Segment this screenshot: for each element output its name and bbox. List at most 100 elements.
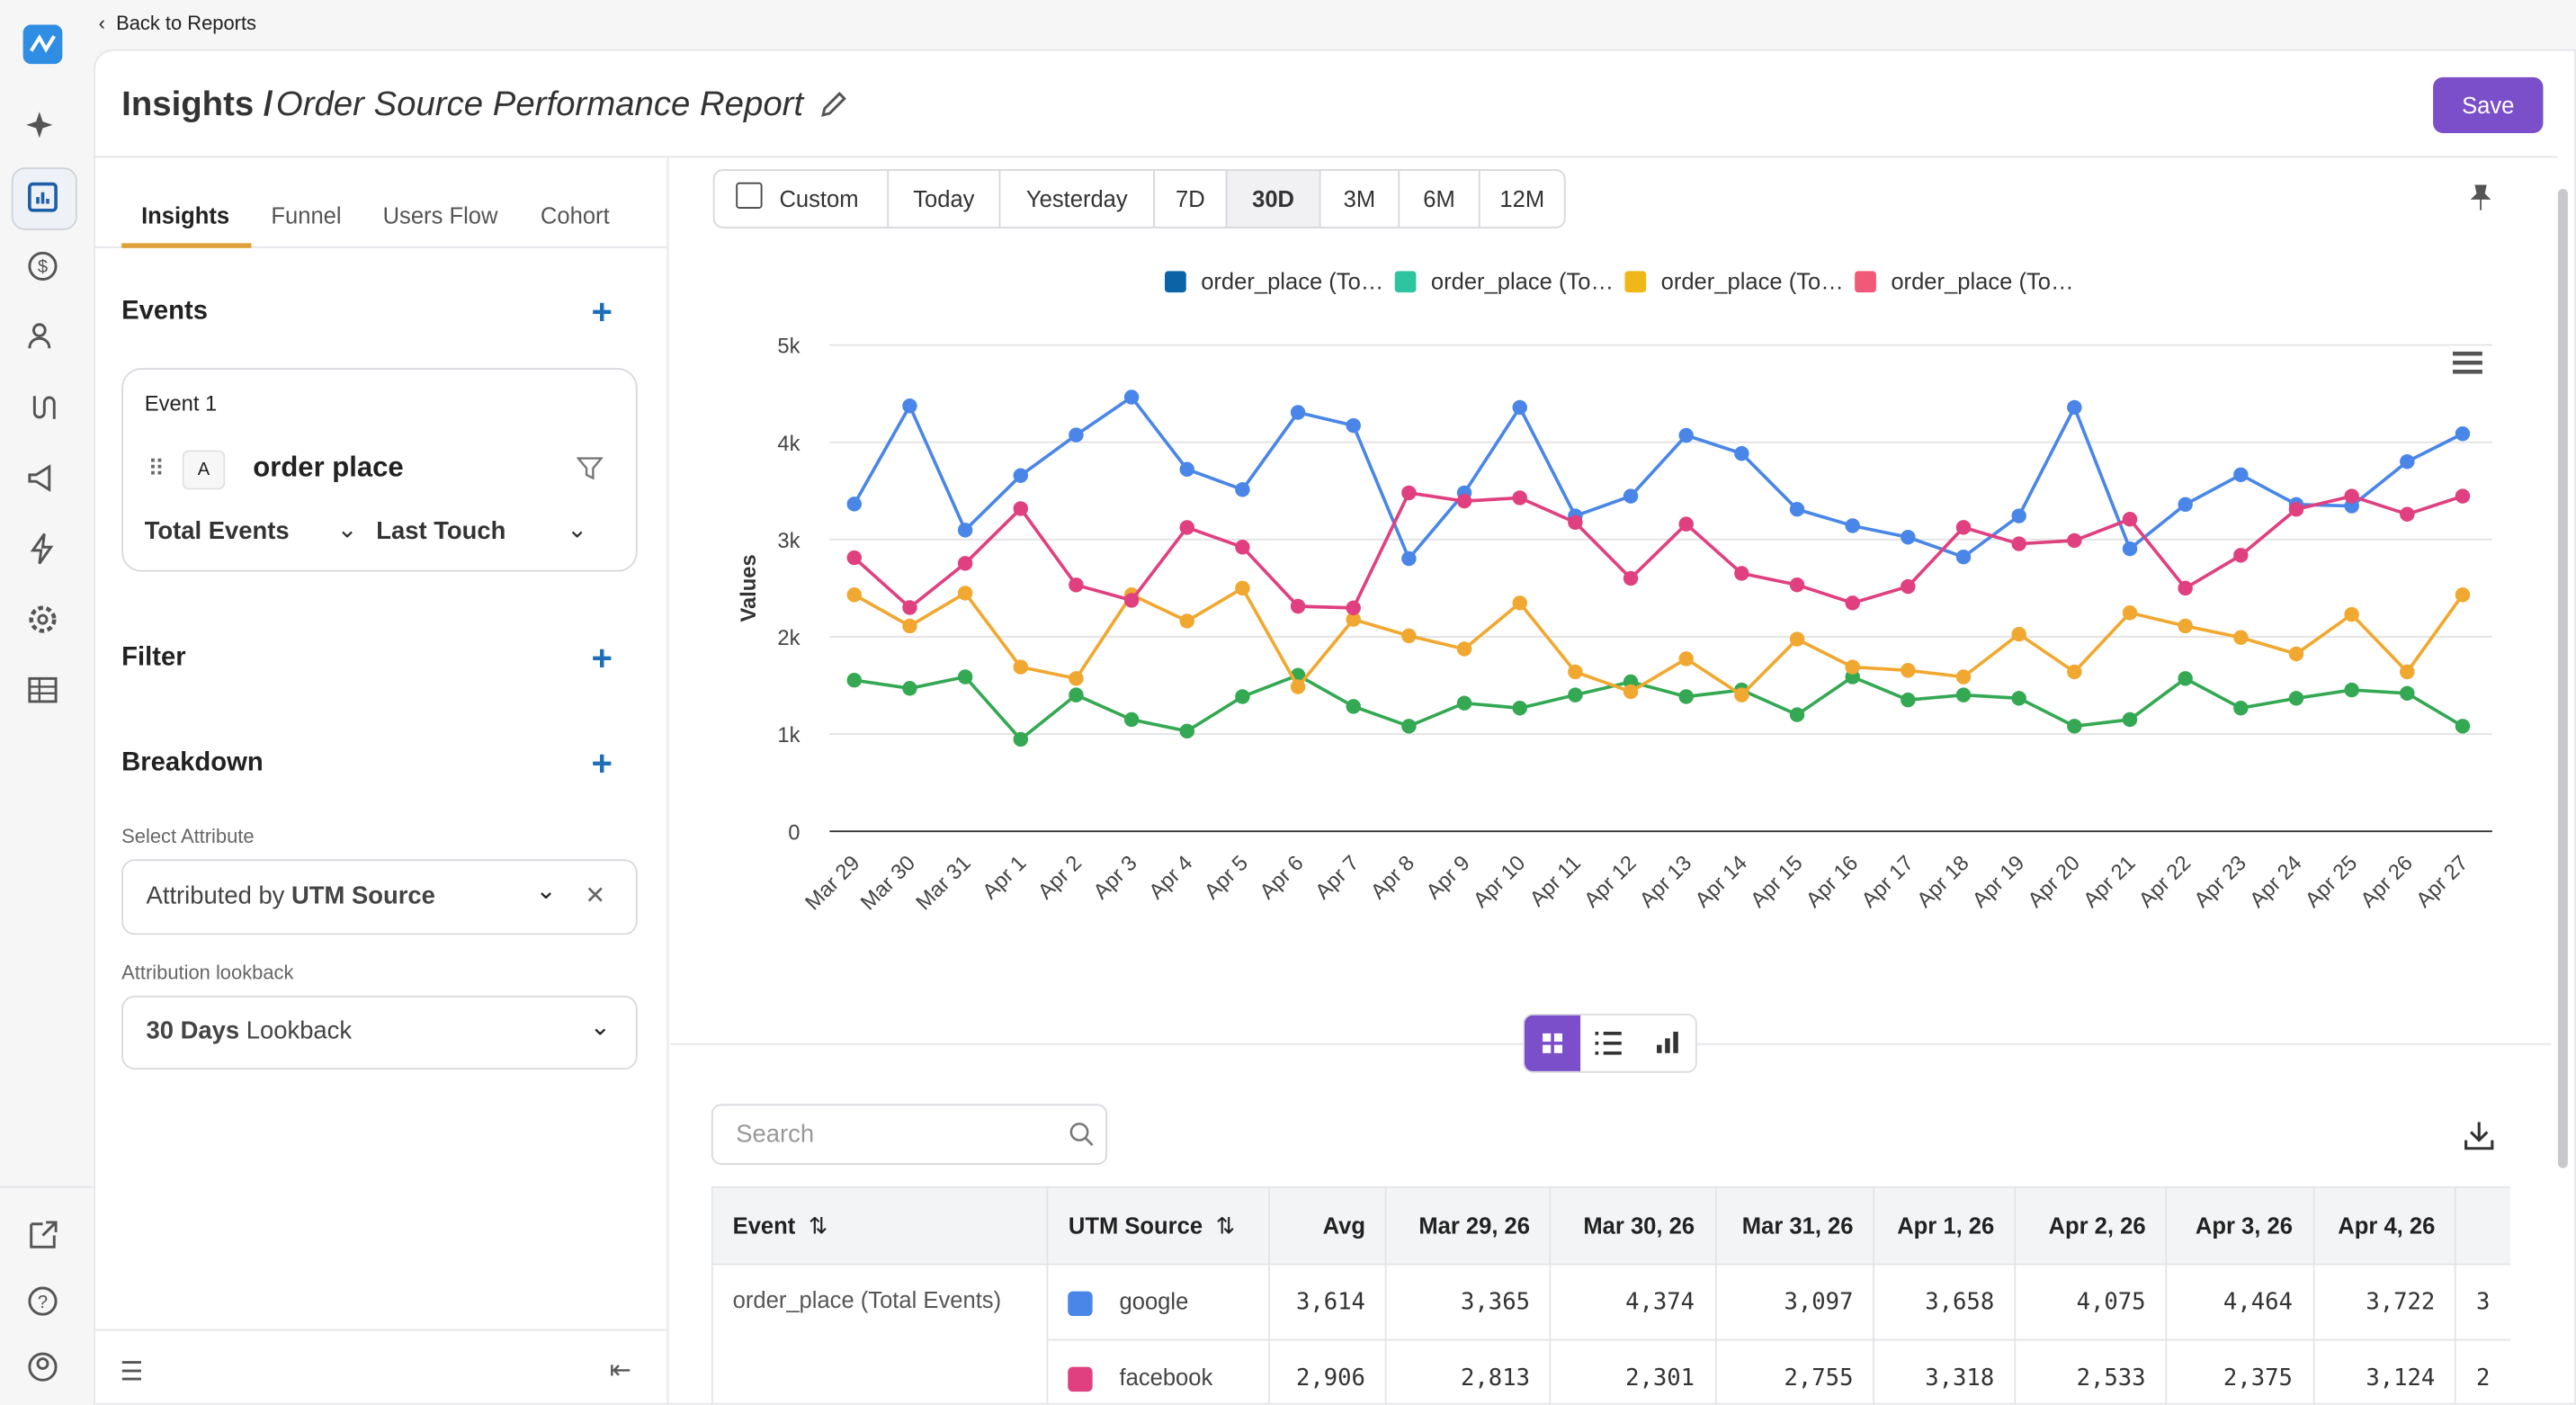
date-button[interactable]: Yesterday [998,169,1156,228]
data-point[interactable] [1678,427,1694,443]
settings-icon[interactable] [26,603,59,636]
legend-swatch[interactable] [1165,271,1186,293]
data-point[interactable] [1623,570,1639,586]
data-point[interactable] [1123,711,1140,728]
data-point[interactable] [1013,731,1028,747]
download-icon[interactable] [2464,1121,2494,1150]
data-point[interactable] [1955,549,1972,565]
data-point[interactable] [2122,711,2138,728]
tab[interactable]: Funnel [271,201,342,228]
data-point[interactable] [1013,468,1028,483]
data-point[interactable] [2455,488,2471,504]
data-point[interactable] [1179,723,1194,739]
data-point[interactable] [1789,707,1805,722]
data-point[interactable] [1623,684,1639,700]
data-point[interactable] [2067,532,2082,549]
data-point[interactable] [1901,663,1916,678]
data-point[interactable] [1346,699,1361,714]
data-point[interactable] [1179,520,1194,535]
search-placeholder[interactable]: Search [736,1120,815,1149]
expand-icon[interactable]: ☰ [120,1358,144,1387]
data-point[interactable] [1235,482,1250,497]
legend-label[interactable]: order_place (To… [1661,269,1844,294]
data-point[interactable] [902,600,917,615]
legend-label[interactable]: order_place (To… [1201,269,1383,294]
data-point[interactable] [1069,427,1084,443]
data-point[interactable] [1346,417,1361,434]
data-point[interactable] [2011,626,2026,642]
date-button[interactable]: 3M [1319,169,1400,228]
data-point[interactable] [2288,691,2304,706]
data-point[interactable] [2122,605,2138,621]
drag-handle[interactable]: ⠿ [148,454,165,482]
data-point[interactable] [1456,641,1472,657]
data-point[interactable] [902,681,917,696]
data-point[interactable] [2344,606,2359,622]
data-point[interactable] [1789,577,1805,593]
data-point[interactable] [1955,520,1972,535]
data-point[interactable] [1512,595,1527,611]
data-point[interactable] [1013,501,1028,516]
data-point[interactable] [1789,501,1805,517]
date-button-label[interactable]: 3M [1343,185,1376,212]
data-point[interactable] [2344,682,2359,698]
data-point[interactable] [2122,512,2138,527]
data-point[interactable] [1456,493,1472,509]
data-point[interactable] [1346,600,1361,616]
back-link[interactable]: ‹ Back to Reports [98,11,257,35]
data-point[interactable] [2011,536,2026,551]
data-point[interactable] [2400,454,2415,470]
data-point[interactable] [2455,719,2471,734]
date-button[interactable]: 6M [1398,169,1480,228]
chevron[interactable]: ⌄ [567,515,588,544]
add-breakdown[interactable]: + [591,742,613,784]
data-point[interactable] [1845,659,1860,675]
data-point[interactable] [2455,425,2471,442]
data-point[interactable] [2400,506,2415,522]
legend-swatch[interactable] [1394,271,1417,293]
search-box[interactable] [711,1104,1108,1166]
data-point[interactable] [1678,689,1694,704]
clear-attribute[interactable]: ✕ [585,881,606,910]
data-point[interactable] [1955,669,1972,685]
data-point[interactable] [1678,651,1694,667]
data-point[interactable] [1401,628,1417,644]
date-button[interactable]: 30D [1225,169,1321,228]
data-point[interactable] [1456,695,1472,711]
data-point[interactable] [2011,508,2026,524]
date-button[interactable]: Today [887,169,1001,228]
chart-menu[interactable] [2453,351,2482,374]
date-button[interactable]: 12M [1478,169,1566,228]
data-point[interactable] [1568,664,1583,680]
data-point[interactable] [1235,580,1250,596]
data-point[interactable] [1123,593,1140,608]
data-point[interactable] [1845,595,1860,611]
data-point[interactable] [1235,689,1250,704]
data-point[interactable] [1512,490,1527,506]
data-point[interactable] [2122,541,2138,557]
data-point[interactable] [1734,687,1749,702]
data-point[interactable] [1512,399,1527,416]
data-point[interactable] [1290,598,1306,614]
active-nav[interactable] [11,167,77,230]
date-button-label[interactable]: 12M [1499,185,1545,212]
list-view[interactable] [1594,1030,1623,1056]
users-icon[interactable] [26,320,59,353]
data-point[interactable] [1069,671,1084,686]
data-point[interactable] [1623,488,1639,504]
data-point[interactable] [1901,578,1916,595]
data-point[interactable] [2178,580,2193,596]
legend-swatch[interactable] [1624,271,1647,293]
ai-icon[interactable] [26,109,59,142]
tab[interactable]: Insights [141,201,230,228]
data-point[interactable] [1290,405,1306,420]
data-point[interactable] [1235,540,1250,555]
tab[interactable]: Users Flow [382,201,498,228]
legend-label[interactable]: order_place (To… [1431,269,1614,294]
legend-label[interactable]: order_place (To… [1891,269,2073,294]
search-icon[interactable] [1069,1123,1094,1147]
edit-icon[interactable] [818,90,848,120]
data-point[interactable] [957,669,973,685]
data-point[interactable] [2233,467,2249,483]
data-point[interactable] [1290,679,1306,694]
